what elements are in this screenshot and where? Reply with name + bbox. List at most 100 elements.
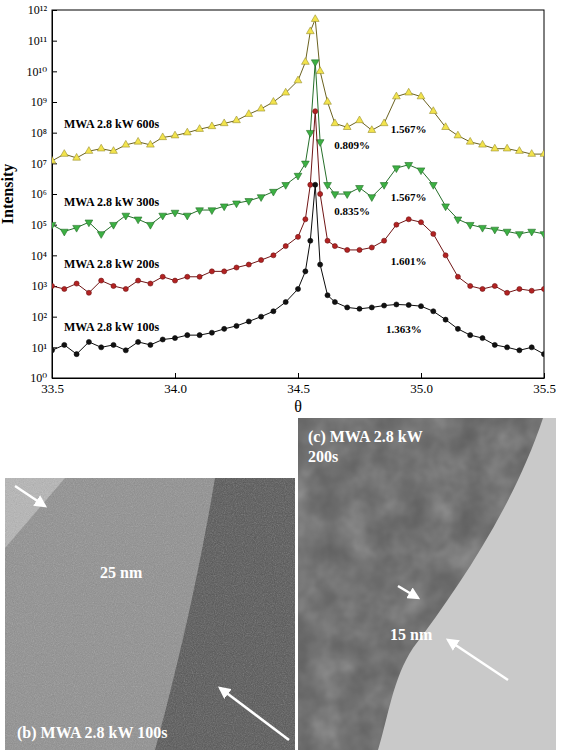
data-point [160,337,165,342]
data-point [60,150,68,157]
data-point [245,110,253,117]
series-label: MWA 2.8 kW 100s [64,320,159,334]
data-point [62,342,67,347]
data-point [516,232,524,239]
y-tick-mark [52,41,57,42]
data-point [468,283,473,288]
data-point [368,195,376,202]
x-tick: 34.5 [287,373,310,396]
data-point [52,222,56,229]
data-point [123,286,128,291]
data-point [357,247,362,252]
y-tick-label: 10¹¹ [28,34,48,48]
data-point [99,278,104,283]
data-point [60,229,68,236]
series-labels: MWA 2.8 kW 600sMWA 2.8 kW 300sMWA 2.8 kW… [64,117,159,333]
data-point [185,274,190,279]
data-point [234,265,239,270]
y-tick-mark [52,194,57,195]
data-point [516,147,524,154]
data-point [316,67,324,74]
data-point [406,302,411,307]
plot-area [52,15,544,357]
y-tick: 10⁹ [31,95,57,109]
x-tick-label: 34.0 [164,381,187,396]
image-background [298,418,556,750]
y-axis-title: Intensity [0,164,17,224]
y-tick-mark [52,255,57,256]
data-point [406,217,411,222]
y-tick-label: 10¹⁰ [27,65,48,79]
y-tick-mark [52,378,57,379]
data-point [172,278,177,283]
data-point [324,98,332,105]
data-point [343,123,351,130]
data-point [110,147,118,154]
data-point [85,147,93,154]
image-scale-label: 15 nm [390,626,433,643]
annotation: 1.567% [391,191,427,203]
data-point [222,269,227,274]
data-point [97,144,105,151]
annotation: 0.809% [334,139,370,151]
data-point [110,222,118,229]
data-point [431,309,436,314]
data-point [417,92,425,99]
data-point [136,278,141,283]
annotation: 1.363% [386,323,422,335]
data-point [313,182,318,187]
annotations: 1.567%0.809%1.567%0.835%1.601%1.363% [334,123,426,335]
y-axis: 10⁰10¹10²10³10⁴10⁵10⁶10⁷10⁸10⁹10¹⁰10¹¹10… [27,3,57,385]
arrow [15,486,45,506]
data-point [368,126,376,133]
data-point [318,191,323,196]
data-point [393,166,401,173]
arrow [448,640,508,680]
annotation: 0.835% [334,205,370,217]
y-tick: 10⁰ [30,371,57,385]
data-point [196,125,204,132]
data-point [160,274,165,279]
data-point [529,288,534,293]
data-point [313,109,318,114]
data-point [220,204,228,211]
data-point [246,319,251,324]
x-tick-mark [421,373,422,378]
y-tick: 10⁸ [31,126,57,140]
data-point [394,302,399,307]
data-point [52,156,56,163]
x-tick: 35.0 [410,373,433,396]
data-point [357,306,362,311]
y-tick-mark [52,133,57,134]
data-point [324,183,332,190]
data-point [382,303,387,308]
data-point [442,204,450,211]
data-point [52,283,55,288]
data-point [405,162,413,169]
data-point [73,153,81,160]
data-point [308,182,313,187]
data-point [62,286,67,291]
data-point [331,192,339,199]
data-point [257,104,265,111]
data-point [222,326,227,331]
data-point [369,305,374,310]
data-point [331,119,339,126]
image-panel: 25 nm(b) MWA 2.8 kW 100s [5,478,295,750]
data-point [417,168,425,175]
image-panel: (c) MWA 2.8 kW200s15 nm [298,418,556,750]
data-point [429,183,437,190]
data-point [454,131,462,138]
y-tick-mark [52,317,57,318]
plot-frame [52,10,544,378]
data-point [295,234,300,239]
y-tick-label: 10³ [31,279,47,293]
data-point [208,122,216,129]
data-point [369,245,374,250]
data-point [99,345,104,350]
data-point [505,290,510,295]
data-point [528,229,536,236]
data-point [380,119,388,126]
x-tick: 34.0 [164,373,187,396]
data-point [233,201,241,208]
